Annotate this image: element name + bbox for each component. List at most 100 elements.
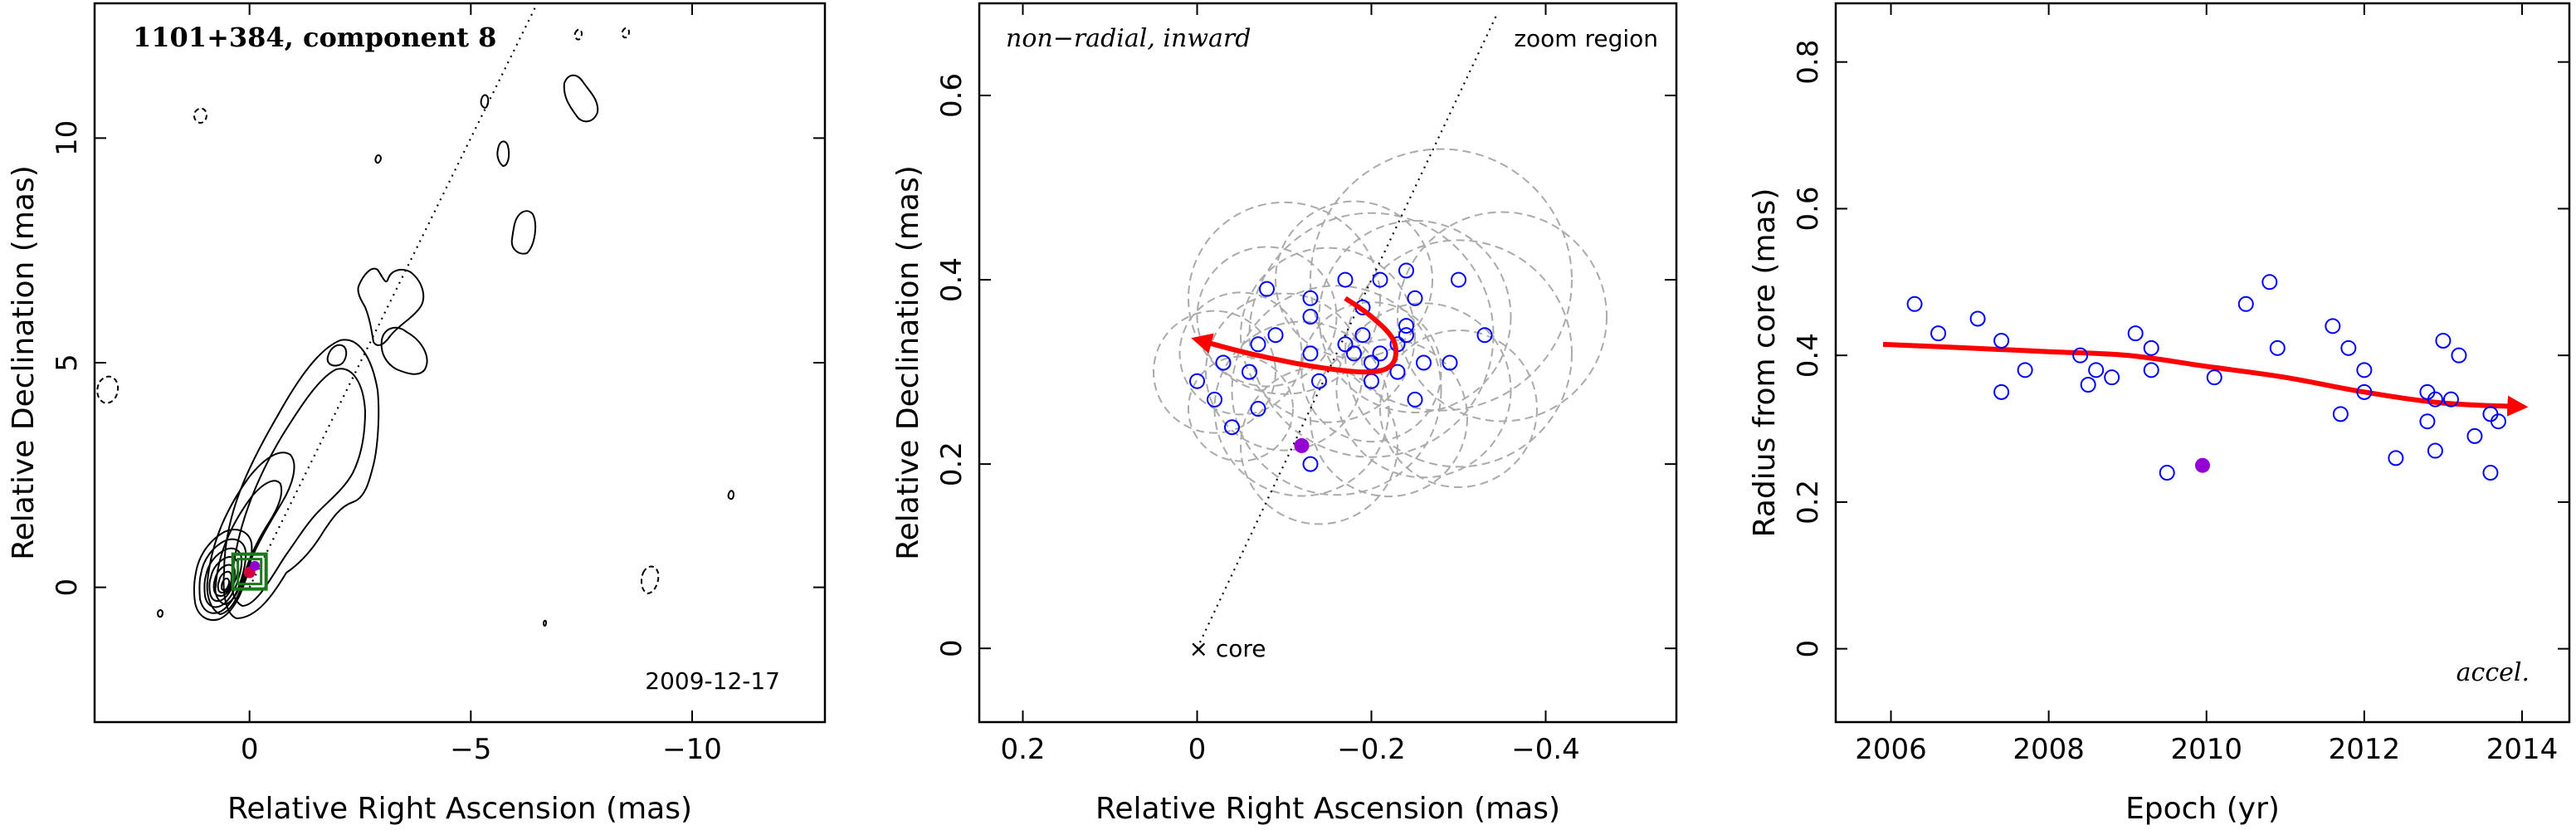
zoom-point [1407,290,1423,306]
error-circle [1300,301,1442,443]
zoom-point [1372,345,1388,362]
map-contours [156,74,735,627]
map-ytick-label: 10 [51,120,84,156]
core-label: × core [1189,635,1266,662]
map-xtick-label: −10 [662,733,722,766]
error-circle [1379,330,1538,489]
radius-point [2356,362,2373,378]
error-circle [1397,211,1608,422]
core-box-inner [237,558,263,586]
radius-xtick-label: 2014 [2486,733,2559,766]
radius-point [2482,465,2499,481]
error-circle [1178,291,1303,416]
radius-point [2261,274,2278,290]
radius-point [1993,383,2010,400]
map-direction-line [248,3,539,588]
map-ytick-label: 0 [51,579,84,597]
zoom-xlabel: Relative Right Ascension (mas) [1095,792,1560,826]
radius-point [2427,391,2443,408]
radius-point [2072,347,2089,364]
radius-point [2388,450,2404,466]
map-panel: 0 −5 −10 0 5 10 1101+384, component 8 2009-12… [7,2,827,826]
zoom-point [1398,327,1414,344]
radius-xtick-label: 2010 [2170,733,2242,766]
zoom-point [1302,308,1319,325]
radius-point [2143,362,2159,378]
radius-point [2356,383,2373,400]
radius-point [2419,383,2436,400]
radius-panel: 2006 2008 2010 2012 2014 0 0.2 0.4 0.6 0.8 accel.… [1748,2,2571,826]
zoom-point [1215,354,1232,371]
map-xtick-label: 0 [241,733,259,766]
radius-point [2143,339,2159,356]
zoom-point [1302,456,1319,472]
zoom-highlight-point [1294,437,1310,453]
zoom-ytick-label: 0.2 [935,442,968,486]
radius-point [2427,442,2443,459]
zoom-region-label: zoom region [1514,25,1658,52]
radius-ticks: 2006 2008 2010 2012 2014 0 0.2 0.4 0.6 0.8 [1792,3,2569,766]
radius-highlight-point [2195,457,2210,473]
zoom-ytick-label: 0.6 [935,73,968,118]
error-circle [1240,366,1398,525]
zoom-trajectory [1191,295,1399,375]
zoom-point [1207,391,1222,408]
error-circle [1310,339,1468,498]
radius-point [2080,377,2096,393]
radius-point [2325,318,2341,334]
radius-ytick-label: 0.2 [1792,480,1825,525]
radius-xtick-label: 2008 [2013,733,2085,766]
zoom-points [1189,262,1493,472]
map-title: 1101+384, component 8 [133,22,496,53]
radius-points [1906,274,2506,481]
radius-point [2017,362,2033,378]
radius-point [2466,427,2483,444]
zoom-point [1337,336,1354,353]
zoom-ytick-label: 0.4 [935,257,968,302]
zoom-ticks: 0.2 0 −0.2 −0.4 0 0.2 0.4 0.6 [935,3,1676,766]
zoom-point [1354,327,1371,344]
zoom-point [1189,373,1205,389]
radius-xtick-label: 2006 [1855,733,1927,766]
radius-point [2332,406,2349,422]
error-circle [1153,310,1276,434]
zoom-point [1476,327,1493,344]
zoom-point [1407,391,1423,408]
zoom-point [1398,318,1414,334]
radius-point [2127,325,2144,342]
radius-point [2206,369,2222,386]
zoom-point [1398,262,1414,279]
radius-note: accel. [2456,658,2530,687]
radius-point [2159,465,2175,481]
radius-point [2340,339,2357,356]
zoom-point [1442,354,1458,371]
zoom-point [1337,271,1354,288]
zoom-xtick-label: −0.4 [1511,733,1580,766]
zoom-point [1224,419,1240,436]
zoom-point [1346,345,1362,362]
zoom-frame [978,2,1678,724]
map-frame [93,2,827,724]
radius-point [2269,339,2286,356]
radius-point [1969,310,1986,327]
zoom-point [1302,345,1319,362]
radius-point [2482,406,2499,422]
error-circle [1188,355,1294,462]
radius-xlabel: Epoch (yr) [2125,792,2280,826]
error-circle [1240,247,1416,423]
error-circles [1153,148,1608,525]
zoom-xtick-label: −0.2 [1337,733,1406,766]
radius-point [2442,391,2459,408]
zoom-xtick-label: 0 [1188,733,1207,766]
component-marker [250,560,261,571]
zoom-point [1389,364,1406,380]
radius-xtick-label: 2012 [2329,733,2401,766]
map-ylabel: Relative Declination (mas) [7,165,41,560]
radius-ytick-label: 0.8 [1792,40,1825,85]
radius-point [1930,325,1947,342]
radius-point [2435,332,2452,349]
zoom-point [1372,271,1388,288]
map-ticks: 0 −5 −10 0 5 10 [51,3,825,766]
radius-point [2451,347,2467,364]
zoom-ylabel: Relative Declination (mas) [891,165,925,560]
